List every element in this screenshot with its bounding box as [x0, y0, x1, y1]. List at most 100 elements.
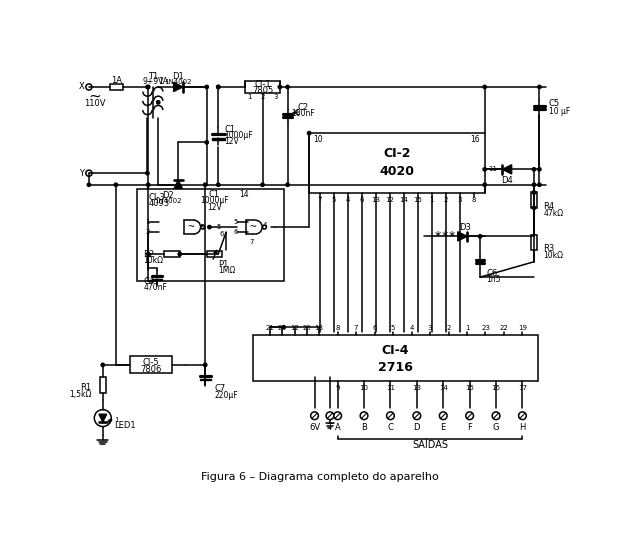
Text: SAÍDAS: SAÍDAS	[412, 440, 448, 450]
Text: Figura 6 – Diagrama completo do aparelho: Figura 6 – Diagrama completo do aparelho	[201, 473, 439, 482]
Circle shape	[360, 412, 368, 420]
Text: 24: 24	[278, 325, 287, 331]
Text: 1MΩ: 1MΩ	[218, 267, 236, 275]
Circle shape	[286, 183, 289, 186]
Text: 16: 16	[471, 135, 480, 144]
Text: *: *	[441, 230, 448, 243]
Text: 4: 4	[263, 222, 268, 228]
Text: 14: 14	[239, 190, 249, 199]
Text: C4: C4	[144, 277, 155, 286]
Circle shape	[208, 226, 211, 229]
Text: T: T	[328, 423, 332, 432]
Circle shape	[146, 85, 150, 89]
Text: 4: 4	[346, 197, 350, 203]
Text: 470nF: 470nF	[144, 283, 168, 293]
Circle shape	[94, 410, 111, 427]
Polygon shape	[174, 180, 183, 189]
Text: 1: 1	[114, 416, 119, 422]
Text: 1N4002: 1N4002	[164, 78, 192, 84]
Text: 10kΩ: 10kΩ	[543, 251, 563, 260]
Circle shape	[114, 183, 118, 186]
Circle shape	[146, 85, 149, 89]
Text: 12V: 12V	[207, 203, 222, 211]
Text: CI-2: CI-2	[383, 148, 411, 160]
Polygon shape	[152, 278, 161, 280]
Circle shape	[261, 183, 264, 186]
Text: X: X	[79, 82, 84, 92]
Text: Y: Y	[79, 169, 84, 178]
Circle shape	[492, 412, 500, 420]
Text: 1n5: 1n5	[486, 275, 501, 284]
Circle shape	[466, 412, 474, 420]
Circle shape	[532, 183, 536, 186]
Text: 15: 15	[465, 385, 474, 391]
Text: D3: D3	[459, 222, 471, 232]
Circle shape	[86, 170, 92, 176]
Circle shape	[532, 191, 536, 194]
Text: 5: 5	[391, 325, 395, 331]
Text: 4020: 4020	[379, 165, 414, 178]
Text: 220μF: 220μF	[214, 391, 238, 400]
Text: 19: 19	[518, 325, 527, 331]
Text: *: *	[449, 230, 455, 243]
Text: 6V: 6V	[309, 423, 320, 432]
Text: 3: 3	[428, 325, 432, 331]
Text: 8: 8	[336, 325, 340, 331]
Circle shape	[538, 183, 541, 186]
Text: 7806: 7806	[140, 365, 162, 374]
Text: 13: 13	[412, 385, 421, 391]
Circle shape	[483, 85, 486, 89]
Polygon shape	[212, 138, 225, 140]
Bar	[130, 356, 172, 373]
Circle shape	[483, 168, 486, 171]
Text: C5: C5	[549, 99, 560, 108]
Text: 2: 2	[261, 94, 265, 100]
Text: 14: 14	[439, 385, 448, 391]
Text: D4: D4	[501, 175, 513, 185]
Text: 5: 5	[332, 197, 336, 203]
Text: 3: 3	[458, 197, 462, 203]
Text: D: D	[414, 423, 420, 432]
Text: 6: 6	[220, 231, 224, 237]
Circle shape	[217, 85, 220, 89]
Polygon shape	[503, 165, 512, 174]
Text: G: G	[492, 423, 499, 432]
Text: 7805: 7805	[252, 86, 273, 94]
Text: 6: 6	[359, 197, 364, 203]
Text: ~: ~	[249, 222, 256, 232]
Text: 1: 1	[145, 219, 149, 225]
Bar	[531, 192, 537, 208]
Text: 5: 5	[234, 219, 238, 225]
Text: 100nF: 100nF	[291, 110, 315, 118]
Text: E: E	[441, 423, 446, 432]
Circle shape	[217, 183, 220, 186]
Text: 14: 14	[399, 197, 408, 203]
Text: 7: 7	[354, 325, 358, 331]
Text: 7: 7	[249, 239, 254, 245]
Text: 1: 1	[429, 197, 434, 203]
Text: 11: 11	[489, 166, 498, 172]
Text: ~: ~	[188, 222, 195, 232]
Text: B: B	[361, 423, 367, 432]
Circle shape	[204, 183, 207, 186]
Text: 12: 12	[290, 325, 299, 331]
Circle shape	[156, 101, 160, 104]
Bar	[207, 251, 222, 257]
Text: 2716: 2716	[378, 361, 413, 374]
Text: 7: 7	[318, 197, 322, 203]
Circle shape	[146, 172, 149, 175]
Text: 3: 3	[199, 224, 204, 230]
Text: 12: 12	[386, 197, 394, 203]
Circle shape	[86, 84, 92, 90]
Text: 18: 18	[314, 325, 324, 331]
Bar	[100, 377, 106, 392]
Text: 9+9V: 9+9V	[142, 77, 164, 86]
Bar	[111, 84, 123, 90]
Text: A: A	[335, 423, 341, 432]
Bar	[245, 81, 280, 93]
Text: D1: D1	[173, 72, 184, 81]
Text: 1: 1	[247, 94, 251, 100]
Circle shape	[519, 412, 526, 420]
Text: 16: 16	[491, 385, 501, 391]
Circle shape	[532, 206, 536, 209]
